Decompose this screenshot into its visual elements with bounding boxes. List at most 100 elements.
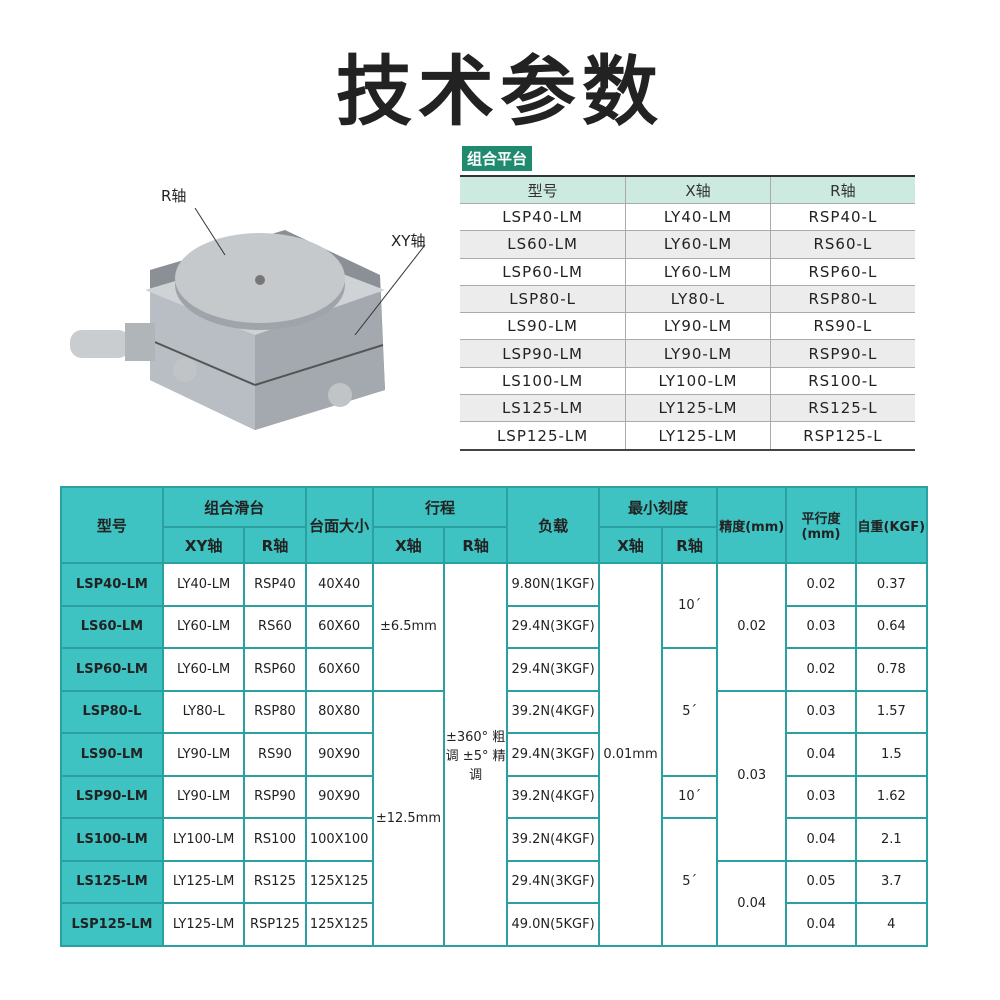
table-cell: LSP80-L <box>460 284 626 313</box>
scale-r-cell: 10´ <box>661 562 719 649</box>
weight-cell: 1.62 <box>854 774 929 819</box>
table-row: LSP80-L LY80-L RSP80-L <box>460 284 915 313</box>
r-cell: RSP125 <box>243 902 307 947</box>
header-load: 负载 <box>506 486 600 564</box>
load-cell: 29.4N(3KGF) <box>506 647 600 692</box>
weight-cell: 1.5 <box>854 732 929 777</box>
model-cell: LSP90-LM <box>60 774 164 819</box>
header-parallel: 平行度(mm) <box>785 486 857 564</box>
table-row: LS90-LM LY90-LM RS90 90X90 29.4N(3KGF) 0.04 1.… <box>60 732 929 777</box>
weight-cell: 2.1 <box>854 817 929 862</box>
r-cell: RSP60 <box>243 647 307 692</box>
xy-axis-label: XY轴 <box>391 232 426 250</box>
header-size: 台面大小 <box>304 486 374 564</box>
travel-r-cell: ±360° 粗调 ±5° 精调 <box>443 562 509 947</box>
load-cell: 29.4N(3KGF) <box>506 732 600 777</box>
xy-cell: LY100-LM <box>161 817 246 862</box>
size-cell: 60X60 <box>304 647 374 692</box>
combo-table: 型号 X轴 R轴 LSP40-LM LY40-LM RSP40-L LS60-LM LY… <box>460 175 915 451</box>
model-cell: LSP60-LM <box>60 647 164 692</box>
size-cell: 100X100 <box>304 817 374 862</box>
size-cell: 125X125 <box>304 902 374 947</box>
table-cell: LS125-LM <box>460 394 626 422</box>
table-cell: RSP40-L <box>769 202 915 231</box>
header-xy: XY轴 <box>161 526 246 564</box>
xy-cell: LY125-LM <box>161 902 246 947</box>
parallel-cell: 0.05 <box>785 859 857 904</box>
col-header: 型号 <box>460 175 626 204</box>
parallel-cell: 0.03 <box>785 689 857 734</box>
table-cell: LY40-LM <box>625 202 771 231</box>
header-combo: 组合滑台 <box>161 486 307 528</box>
header-weight: 自重(KGF) <box>854 486 929 564</box>
table-cell: LS90-LM <box>460 312 626 340</box>
model-cell: LSP125-LM <box>60 902 164 947</box>
product-image: R轴 XY轴 <box>55 180 455 440</box>
table-row: LS90-LM LY90-LM RS90-L <box>460 312 915 340</box>
scale-x-cell: 0.01mm <box>597 562 664 947</box>
xy-cell: LY90-LM <box>161 774 246 819</box>
model-cell: LSP80-L <box>60 689 164 734</box>
size-cell: 80X80 <box>304 689 374 734</box>
precision-cell: 0.03 <box>716 689 788 862</box>
load-cell: 39.2N(4KGF) <box>506 689 600 734</box>
load-cell: 49.0N(5KGF) <box>506 902 600 947</box>
table-cell: RSP125-L <box>769 421 915 451</box>
model-cell: LSP40-LM <box>60 562 164 607</box>
table-row: LSP80-L LY80-L RSP80 80X80 ±12.5mm 39.2N(4KGF… <box>60 689 929 947</box>
spec-table: 型号 组合滑台 台面大小 行程 负载 最小刻度 精度(mm) 平行度(mm) 自… <box>60 486 929 947</box>
weight-cell: 0.78 <box>854 647 929 692</box>
parallel-cell: 0.04 <box>785 817 857 862</box>
parallel-cell: 0.02 <box>785 562 857 607</box>
table-cell: LY90-LM <box>625 312 771 340</box>
travel-x-cell: ±12.5mm <box>371 689 446 947</box>
table-cell: LY125-LM <box>625 394 771 422</box>
r-cell: RS125 <box>243 859 307 904</box>
col-header: R轴 <box>769 175 915 204</box>
size-cell: 60X60 <box>304 604 374 649</box>
size-cell: 40X40 <box>304 562 374 607</box>
xy-cell: LY40-LM <box>161 562 246 607</box>
load-cell: 29.4N(3KGF) <box>506 859 600 904</box>
model-cell: LS100-LM <box>60 817 164 862</box>
table-cell: LSP125-LM <box>460 421 626 451</box>
header-travel: 行程 <box>371 486 509 528</box>
model-cell: LS125-LM <box>60 859 164 904</box>
table-cell: LSP90-LM <box>460 339 626 368</box>
parallel-cell: 0.02 <box>785 647 857 692</box>
table-row: LSP60-LM LY60-LM RSP60-L <box>460 257 915 286</box>
load-cell: 29.4N(3KGF) <box>506 604 600 649</box>
r-cell: RSP40 <box>243 562 307 607</box>
table-row: LS125-LM LY125-LM RS125 125X125 29.4N(3KGF) 0… <box>60 859 929 947</box>
model-cell: LS60-LM <box>60 604 164 649</box>
xy-cell: LY90-LM <box>161 732 246 777</box>
xy-cell: LY125-LM <box>161 859 246 904</box>
table-cell: LSP40-LM <box>460 202 626 231</box>
table-cell: LY100-LM <box>625 366 771 395</box>
header-model: 型号 <box>60 486 164 564</box>
table-row: LSP60-LM LY60-LM RSP60 60X60 29.4N(3KGF) 5´ 0.… <box>60 647 929 777</box>
table-cell: LY60-LM <box>625 230 771 259</box>
table-cell: LSP60-LM <box>460 257 626 286</box>
col-header: X轴 <box>625 175 771 204</box>
table-row: LSP90-LM LY90-LM RSP90-L <box>460 339 915 368</box>
r-cell: RSP90 <box>243 774 307 819</box>
size-cell: 90X90 <box>304 732 374 777</box>
xy-cell: LY60-LM <box>161 604 246 649</box>
table-cell: LY60-LM <box>625 257 771 286</box>
load-cell: 39.2N(4KGF) <box>506 774 600 819</box>
xy-cell: LY60-LM <box>161 647 246 692</box>
parallel-cell: 0.04 <box>785 732 857 777</box>
table-row: LSP125-LM LY125-LM RSP125-L <box>460 421 915 451</box>
weight-cell: 0.37 <box>854 562 929 607</box>
header-scale: 最小刻度 <box>597 486 719 528</box>
parallel-cell: 0.03 <box>785 604 857 649</box>
header-scale-x: X轴 <box>597 526 664 564</box>
table-row: LS100-LM LY100-LM RS100-L <box>460 366 915 395</box>
r-cell: RSP80 <box>243 689 307 734</box>
parallel-cell: 0.04 <box>785 902 857 947</box>
r-cell: RS60 <box>243 604 307 649</box>
scale-r-cell: 5´ <box>661 647 719 777</box>
model-cell: LS90-LM <box>60 732 164 777</box>
header-travel-r: R轴 <box>443 526 509 564</box>
